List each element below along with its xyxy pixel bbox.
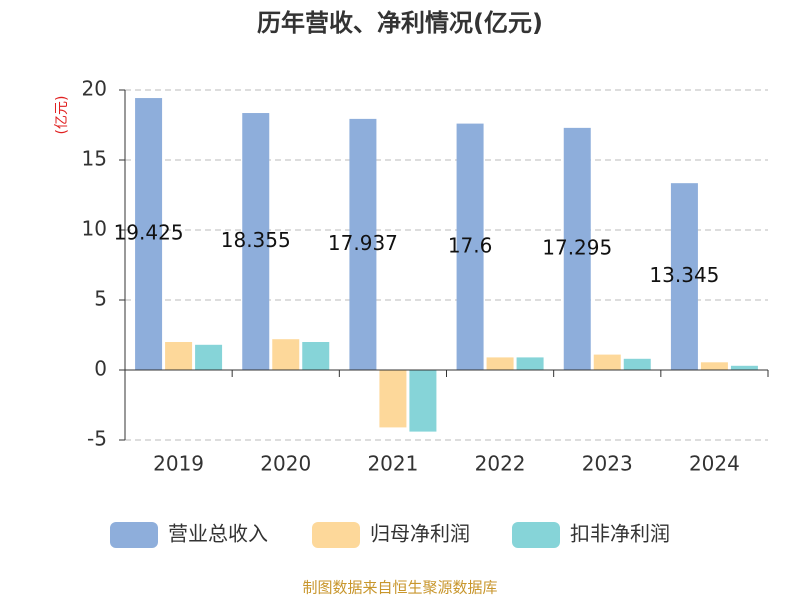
bar xyxy=(242,113,270,370)
data-label: 17.6 xyxy=(448,233,493,257)
legend-swatch xyxy=(110,522,158,548)
y-axis-label: (亿元) xyxy=(54,96,70,135)
x-tick-label: 2024 xyxy=(689,452,740,476)
data-label: 13.345 xyxy=(649,263,719,287)
bar xyxy=(456,123,484,370)
legend-label: 扣非净利润 xyxy=(570,522,670,546)
bar xyxy=(195,344,223,370)
bar xyxy=(563,127,591,371)
data-label: 18.355 xyxy=(221,228,291,252)
bar xyxy=(349,118,377,371)
bar xyxy=(409,370,437,432)
bar xyxy=(379,370,407,428)
bar xyxy=(272,339,300,370)
y-tick-label: -5 xyxy=(87,427,107,451)
bar xyxy=(486,357,514,370)
legend-swatch xyxy=(312,522,360,548)
y-tick-label: 20 xyxy=(82,77,107,101)
x-tick-label: 2023 xyxy=(582,452,633,476)
y-tick-label: 15 xyxy=(82,147,107,171)
data-label: 17.295 xyxy=(542,235,612,259)
y-tick-label: 5 xyxy=(94,287,107,311)
x-tick-label: 2020 xyxy=(260,452,311,476)
bar xyxy=(165,342,193,370)
bar xyxy=(302,342,330,370)
legend-swatch xyxy=(512,522,560,548)
bar xyxy=(593,354,621,370)
bar xyxy=(730,365,758,370)
data-label: 19.425 xyxy=(114,221,184,245)
bar xyxy=(700,362,728,370)
data-label: 17.937 xyxy=(328,231,398,255)
x-tick-label: 2022 xyxy=(475,452,526,476)
legend-label: 归母净利润 xyxy=(370,522,470,546)
source-note: 制图数据来自恒生聚源数据库 xyxy=(302,579,497,597)
bar xyxy=(516,357,544,370)
x-tick-label: 2019 xyxy=(153,452,204,476)
bar xyxy=(135,98,163,371)
x-tick-label: 2021 xyxy=(367,452,418,476)
y-tick-label: 10 xyxy=(82,217,107,241)
bar xyxy=(670,183,698,370)
chart-title: 历年营收、净利情况(亿元) xyxy=(257,9,543,37)
bar xyxy=(623,358,651,370)
y-tick-label: 0 xyxy=(94,357,107,381)
legend-label: 营业总收入 xyxy=(168,522,268,546)
